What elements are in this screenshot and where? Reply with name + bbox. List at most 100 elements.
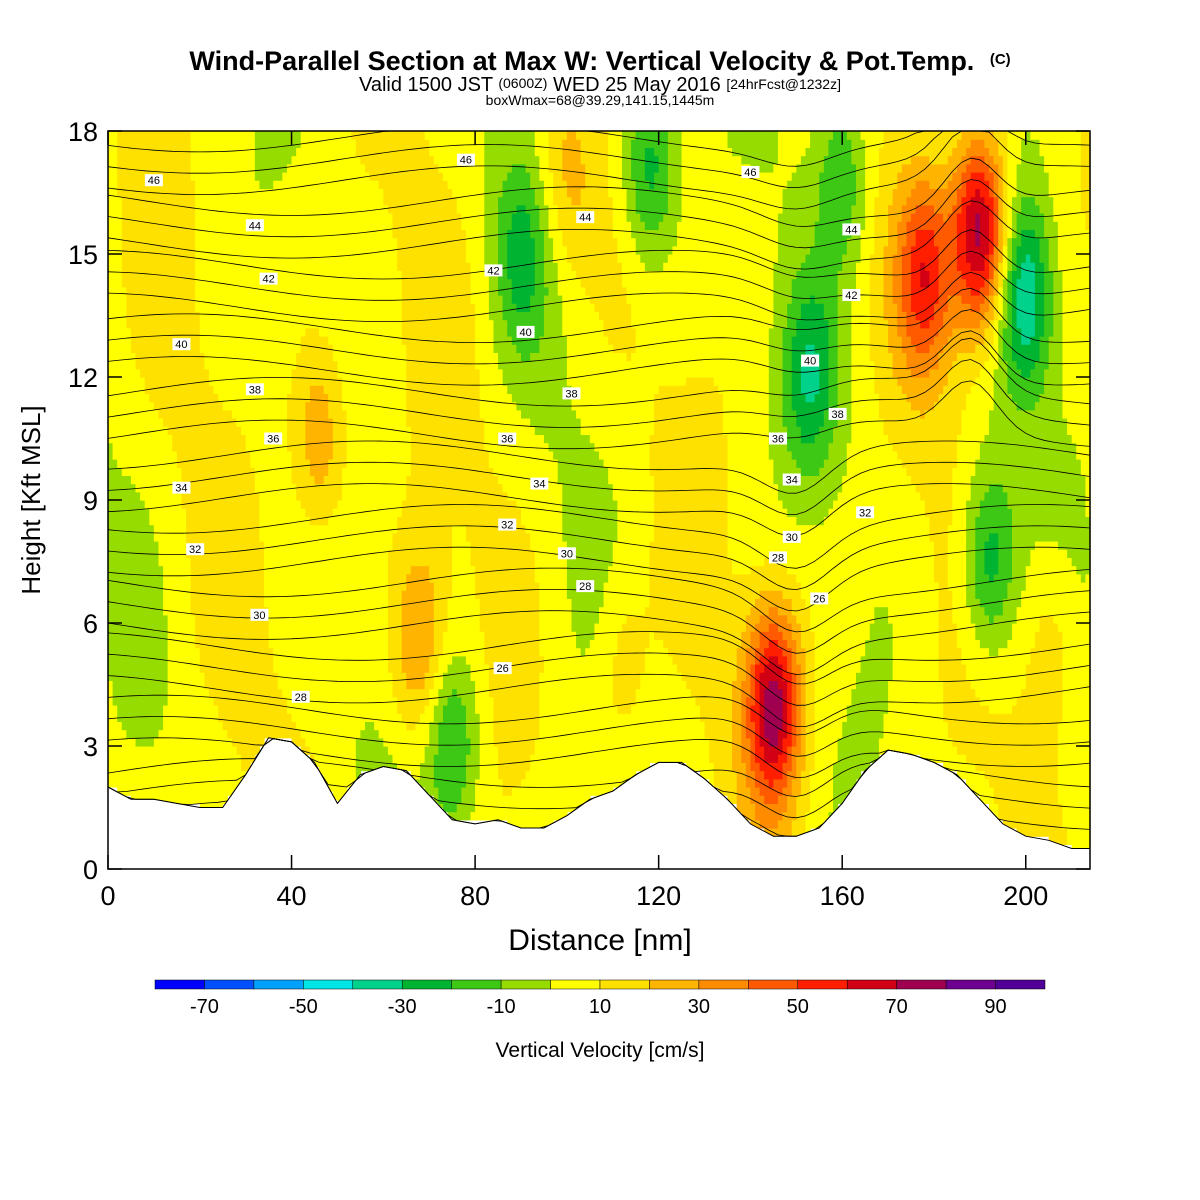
velocity-cell <box>112 459 118 706</box>
velocity-cell <box>309 385 316 476</box>
velocity-cell <box>658 270 664 386</box>
velocity-cell <box>241 770 247 779</box>
velocity-cell <box>305 327 311 403</box>
isentrope-label: 36 <box>264 432 283 446</box>
velocity-cell <box>745 696 752 739</box>
velocity-cell <box>438 655 444 690</box>
velocity-cell <box>883 713 889 753</box>
velocity-cell <box>722 131 729 435</box>
velocity-cell <box>406 688 412 731</box>
velocity-cell <box>924 180 930 206</box>
isentrope-line <box>107 652 1091 706</box>
colorbar-swatch <box>550 979 601 990</box>
velocity-cell <box>800 360 807 394</box>
velocity-cell <box>305 459 311 517</box>
velocity-cell <box>502 131 508 181</box>
velocity-cell <box>461 655 467 706</box>
velocity-cell <box>768 557 774 591</box>
velocity-cell <box>750 770 756 804</box>
velocity-cell <box>328 418 334 460</box>
velocity-cell <box>924 204 930 230</box>
velocity-cell <box>557 131 563 230</box>
velocity-cell <box>309 475 316 526</box>
velocity-cell <box>933 163 940 189</box>
velocity-cell <box>511 787 518 827</box>
velocity-cell <box>548 237 554 452</box>
chart-title: Wind-Parallel Section at Max W: Vertical… <box>189 46 1010 76</box>
velocity-cell <box>800 598 807 649</box>
velocity-cell <box>351 131 357 140</box>
velocity-cell <box>553 131 559 206</box>
velocity-cell <box>332 508 339 800</box>
velocity-cell <box>888 623 894 681</box>
velocity-cell <box>121 131 127 288</box>
velocity-cell <box>915 377 921 411</box>
velocity-cell <box>291 131 297 157</box>
velocity-cell <box>901 204 908 247</box>
velocity-cell <box>952 623 958 747</box>
velocity-cell <box>208 131 215 386</box>
velocity-cell <box>787 516 793 575</box>
velocity-cell <box>750 565 756 608</box>
velocity-cell <box>672 131 678 247</box>
velocity-cell <box>1011 360 1018 403</box>
velocity-cell <box>897 172 903 222</box>
velocity-cell <box>846 442 852 706</box>
velocity-cell <box>571 131 577 206</box>
velocity-cell <box>245 450 251 772</box>
velocity-cell <box>534 155 540 206</box>
velocity-cell <box>309 327 316 386</box>
velocity-cell <box>1085 516 1091 575</box>
isentrope-line <box>107 631 1091 685</box>
velocity-cell <box>433 754 439 788</box>
velocity-cell <box>975 459 981 517</box>
velocity-cell <box>869 131 875 255</box>
velocity-cell <box>920 352 926 378</box>
velocity-cell <box>810 631 816 772</box>
velocity-cell <box>520 360 527 419</box>
velocity-cell <box>791 409 797 460</box>
velocity-cell <box>1025 377 1031 411</box>
velocity-cell <box>259 188 265 542</box>
velocity-cell <box>580 131 586 165</box>
velocity-cell <box>989 623 995 657</box>
velocity-cell <box>933 401 940 583</box>
velocity-cell <box>966 352 972 394</box>
velocity-cell <box>920 204 926 230</box>
velocity-cell <box>998 262 1004 288</box>
velocity-cell <box>773 606 779 624</box>
velocity-cell <box>819 303 825 427</box>
velocity-cell <box>970 270 976 296</box>
velocity-cell <box>1007 131 1013 239</box>
velocity-cell <box>741 573 747 632</box>
velocity-cell <box>952 131 958 148</box>
velocity-cell <box>172 450 178 804</box>
velocity-cell <box>213 393 219 706</box>
velocity-cell <box>640 672 646 772</box>
velocity-cell <box>984 163 990 181</box>
velocity-cell <box>975 770 981 796</box>
velocity-cell <box>1025 664 1031 837</box>
velocity-cell <box>539 336 545 435</box>
velocity-cell <box>773 262 779 485</box>
velocity-cell <box>1007 270 1013 394</box>
velocity-cell <box>956 647 963 755</box>
velocity-cell <box>787 672 793 747</box>
velocity-cell <box>933 188 940 214</box>
velocity-cell <box>172 131 178 452</box>
velocity-cell <box>296 729 302 747</box>
velocity-cell <box>649 434 655 476</box>
velocity-cell <box>690 131 696 378</box>
isentropes: 4644424038363432302846444240383634323028… <box>107 130 1091 837</box>
isentrope-label-text: 38 <box>565 388 577 400</box>
velocity-cell <box>199 131 205 353</box>
velocity-cell <box>800 524 807 599</box>
velocity-cell <box>378 188 384 739</box>
velocity-cell <box>300 737 306 753</box>
velocity-cell <box>810 245 816 296</box>
velocity-cell <box>915 409 921 493</box>
velocity-cell <box>695 377 701 706</box>
velocity-cell <box>892 303 898 378</box>
velocity-cell <box>681 131 687 386</box>
velocity-cell <box>1002 647 1009 714</box>
